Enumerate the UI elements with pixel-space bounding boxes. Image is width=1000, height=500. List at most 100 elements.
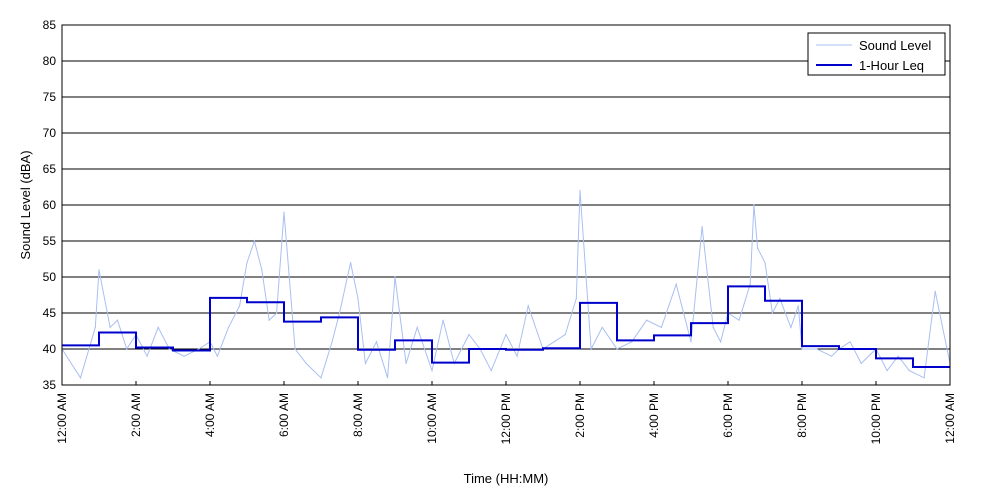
data-point-sound-level [357,298,359,300]
data-point-sound-level [239,305,241,307]
data-point-sound-level [198,348,200,350]
x-tick-label: 8:00 AM [351,393,365,437]
x-axis-title: Time (HH:MM) [464,471,549,486]
data-point-sound-level [375,341,378,343]
data-point-sound-level [183,355,185,357]
data-point-sound-level [934,290,936,292]
x-tick-label: 4:00 PM [647,393,661,438]
data-point-sound-level [268,319,270,321]
data-point-sound-level [771,312,774,314]
data-point-sound-level [276,312,278,314]
x-tick-label: 6:00 PM [721,393,735,438]
data-point-sound-level [253,240,255,242]
x-tick-label: 12:00 AM [55,393,69,444]
x-tick-label: 10:00 PM [869,393,883,444]
data-point-sound-level [564,334,566,336]
x-tick-label: 6:00 AM [277,393,291,437]
y-tick-label: 45 [43,306,57,320]
data-point-sound-level [897,355,899,357]
data-point-sound-level [816,348,818,350]
x-tick-label: 10:00 AM [425,393,439,444]
data-point-sound-level [505,334,507,336]
data-point-sound-level [646,319,648,321]
data-point-sound-level [575,298,577,300]
data-point-sound-level [79,377,82,379]
data-point-sound-level [616,348,618,350]
data-point-sound-level [757,247,759,249]
data-point-sound-level [690,341,692,343]
data-point-sound-level [405,362,407,364]
y-tick-label: 40 [43,342,57,356]
data-point-sound-level [126,348,128,350]
data-point-sound-level [227,326,230,328]
data-point-sound-level [779,298,781,300]
x-tick-label: 8:00 PM [795,393,809,438]
legend-label-1-hour-leq: 1-Hour Leq [859,58,924,73]
data-point-sound-level [394,276,396,278]
data-point-sound-level [860,362,862,364]
y-tick-label: 35 [43,378,57,392]
data-point-sound-level [468,334,470,336]
data-point-sound-level [320,377,322,379]
data-point-sound-level [923,377,925,379]
y-tick-label: 60 [43,198,57,212]
data-point-sound-level [720,341,722,343]
x-tick-labels: 12:00 AM 2:00 AM 4:00 AM 6:00 AM 8:00 AM 10:0… [55,393,957,444]
data-point-sound-level [431,370,433,372]
data-point-sound-level [601,326,603,328]
series-line-1-hour-leq [62,285,950,368]
data-point-sound-level [701,226,703,228]
data-point-sound-level [246,262,248,264]
data-point-sound-level [590,348,592,350]
legend-box [807,32,946,76]
data-point-sound-level [338,312,341,314]
data-point-sound-level [738,319,740,321]
y-tick-label: 85 [43,18,57,32]
legend-label-sound-level: Sound Level [859,38,931,53]
data-point-sound-level [749,283,751,285]
data-point-sound-level [712,326,714,328]
series-line-sound-level [61,190,951,379]
data-point-sound-level [801,348,803,350]
data-point-sound-level [168,348,170,350]
data-point-sound-level [94,326,96,328]
data-point-sound-level [490,370,492,372]
data-point-sound-level [908,370,910,372]
gridlines [61,24,951,386]
data-point-sound-level [675,283,677,285]
data-point-sound-level [579,190,581,192]
data-point-sound-level [146,355,148,357]
plot-area-frame [61,24,951,386]
data-point-sound-level [886,370,888,372]
data-point-sound-level [157,326,159,328]
y-axis-title: Sound Level (dBA) [18,150,33,259]
data-point-sound-level [305,362,307,364]
y-tick-label: 70 [43,126,57,140]
x-tick-label: 2:00 PM [573,393,587,438]
data-point-sound-level [261,269,263,271]
y-tick-labels: 35 40 45 50 55 60 65 70 75 80 85 [43,18,57,392]
data-point-sound-level [331,341,333,343]
data-point-sound-level [527,305,529,307]
data-point-sound-level [216,355,218,357]
y-tick-label: 65 [43,162,57,176]
data-point-sound-level [797,305,799,307]
y-tick-label: 75 [43,90,57,104]
data-point-sound-level [516,355,518,357]
data-point-sound-level [442,319,444,321]
data-point-sound-level [660,326,663,328]
data-point-sound-level [764,262,766,264]
data-point-sound-level [116,319,119,321]
y-tick-label: 80 [43,54,57,68]
plot-series [61,190,951,379]
x-tick-label: 12:00 AM [943,393,957,444]
data-point-sound-level [753,204,755,206]
y-tick-label: 50 [43,270,57,284]
data-point-sound-level [350,262,352,264]
y-tick-label: 55 [43,234,57,248]
data-point-sound-level [553,341,555,343]
x-tick-label: 12:00 PM [499,393,513,444]
data-point-sound-level [294,348,296,350]
data-point-sound-level [109,326,111,328]
